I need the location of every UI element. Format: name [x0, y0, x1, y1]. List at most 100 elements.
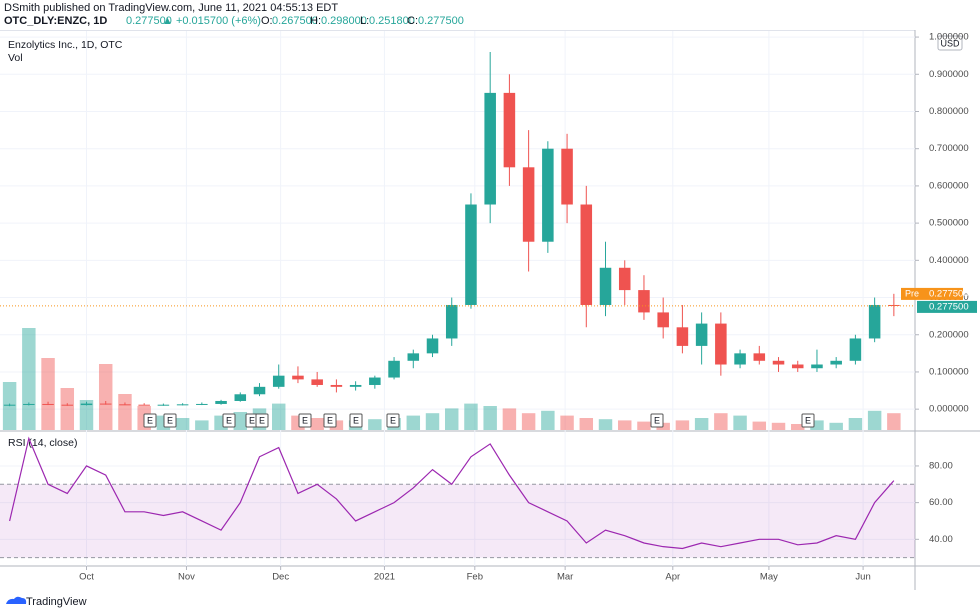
rsi-band	[0, 484, 915, 558]
candle-body	[138, 404, 150, 406]
candle-body	[868, 304, 881, 339]
earnings-box	[349, 413, 363, 428]
volume-bar	[195, 420, 209, 430]
volume-bar	[867, 410, 882, 430]
candle-body	[503, 92, 516, 168]
volume-bar	[464, 403, 478, 430]
currency-box	[937, 35, 963, 51]
volume-bar	[272, 403, 286, 430]
candle-body	[542, 148, 554, 242]
earnings-box	[143, 413, 157, 428]
logo: TradingView	[6, 596, 87, 608]
x-tick-label: Mar	[557, 572, 573, 583]
volume-bar	[637, 421, 651, 430]
o: 0.267500	[272, 15, 318, 27]
candle-body	[253, 386, 266, 395]
y-tick-label: 60.00	[929, 497, 953, 508]
candle-body	[119, 404, 131, 406]
candle-body	[388, 360, 400, 378]
volume-bar	[733, 415, 747, 430]
earnings-marker: E	[167, 415, 173, 425]
earnings-marker: E	[390, 415, 396, 425]
candle-body	[811, 364, 823, 369]
rsi-title: RSI (14, close)	[8, 437, 77, 449]
x-tick-label: 2021	[374, 572, 395, 583]
volume-bar	[79, 400, 94, 430]
volume-bar	[541, 410, 555, 430]
x-tick-label: Jun	[855, 572, 870, 583]
candle-body	[830, 360, 842, 365]
volume-bar	[694, 418, 709, 430]
y-tick-label: 1.000000	[929, 32, 969, 43]
volume-bar	[175, 418, 190, 430]
volume-bar	[483, 406, 497, 430]
candle-body	[292, 375, 304, 380]
y-tick-label: 0.900000	[929, 69, 969, 80]
volume-bar	[579, 418, 594, 430]
y-tick-label: 0.200000	[929, 329, 969, 340]
c-label: C:	[407, 15, 418, 27]
candle-body	[734, 353, 746, 365]
volume-bar	[521, 413, 536, 430]
volume-bar	[22, 328, 36, 430]
candle-body	[330, 384, 343, 387]
volume-bar	[810, 420, 824, 430]
publisher: DSmith published on TradingView.com, Jun…	[4, 2, 338, 14]
candle-body	[484, 92, 496, 205]
y-tick-label: 0.500000	[929, 218, 969, 229]
volume-bar	[829, 422, 843, 430]
candle-body	[157, 404, 170, 406]
earnings-marker: E	[226, 415, 232, 425]
candle-body	[42, 403, 54, 405]
x-tick-label: Oct	[79, 572, 94, 583]
pre-price: 0.277500	[929, 288, 969, 299]
candle-body	[176, 404, 189, 406]
candle-body	[753, 353, 766, 361]
y-tick-label: 80.00	[929, 460, 953, 471]
earnings-marker: E	[353, 415, 359, 425]
candle-body	[638, 290, 650, 313]
x-tick-label: Dec	[272, 572, 289, 583]
volume-bar	[310, 418, 324, 430]
volume-bar	[98, 364, 113, 430]
y-tick-label: 0.600000	[929, 180, 969, 191]
candle-body	[580, 204, 593, 305]
logo-icon	[6, 596, 27, 604]
volume-bar	[618, 420, 632, 430]
last: 0.277500	[126, 15, 172, 27]
volume-bar	[598, 419, 613, 430]
candle-body	[407, 353, 420, 361]
earnings-marker: E	[147, 415, 153, 425]
candle-body	[522, 167, 535, 242]
y-tick-label: 0.700000	[929, 143, 969, 154]
candle-body	[599, 267, 612, 305]
earnings-box	[386, 413, 400, 428]
candle-body	[772, 360, 785, 365]
c: 0.277500	[418, 15, 464, 27]
volume-bar	[675, 420, 690, 430]
y-tick-label: 0.400000	[929, 255, 969, 266]
currency: USD	[940, 38, 960, 48]
earnings-box	[222, 413, 236, 428]
x-tick-label: Nov	[178, 572, 195, 583]
y-tick-label: 0.000000	[929, 404, 969, 415]
volume-bar	[502, 408, 517, 430]
symbol: OTC_DLY:ENZC, 1D	[4, 15, 107, 27]
volume-bar	[368, 419, 382, 430]
change: ▲ +0.015700 (+6%)	[162, 15, 261, 27]
rsi-line	[9, 436, 895, 550]
earnings-box	[323, 413, 337, 428]
earnings-marker: E	[249, 415, 255, 425]
h-label: H:	[310, 15, 321, 27]
pre-badge	[901, 287, 963, 300]
x-tick-label: Apr	[665, 572, 680, 583]
candle-body	[465, 204, 477, 305]
candle-body	[561, 148, 573, 205]
volume-bar	[752, 421, 767, 430]
earnings-marker: E	[805, 415, 811, 425]
candle-body	[311, 379, 323, 385]
candle-body	[445, 304, 458, 339]
volume-bar	[41, 358, 55, 430]
candle-body	[272, 375, 285, 387]
volume-bar	[714, 413, 728, 430]
